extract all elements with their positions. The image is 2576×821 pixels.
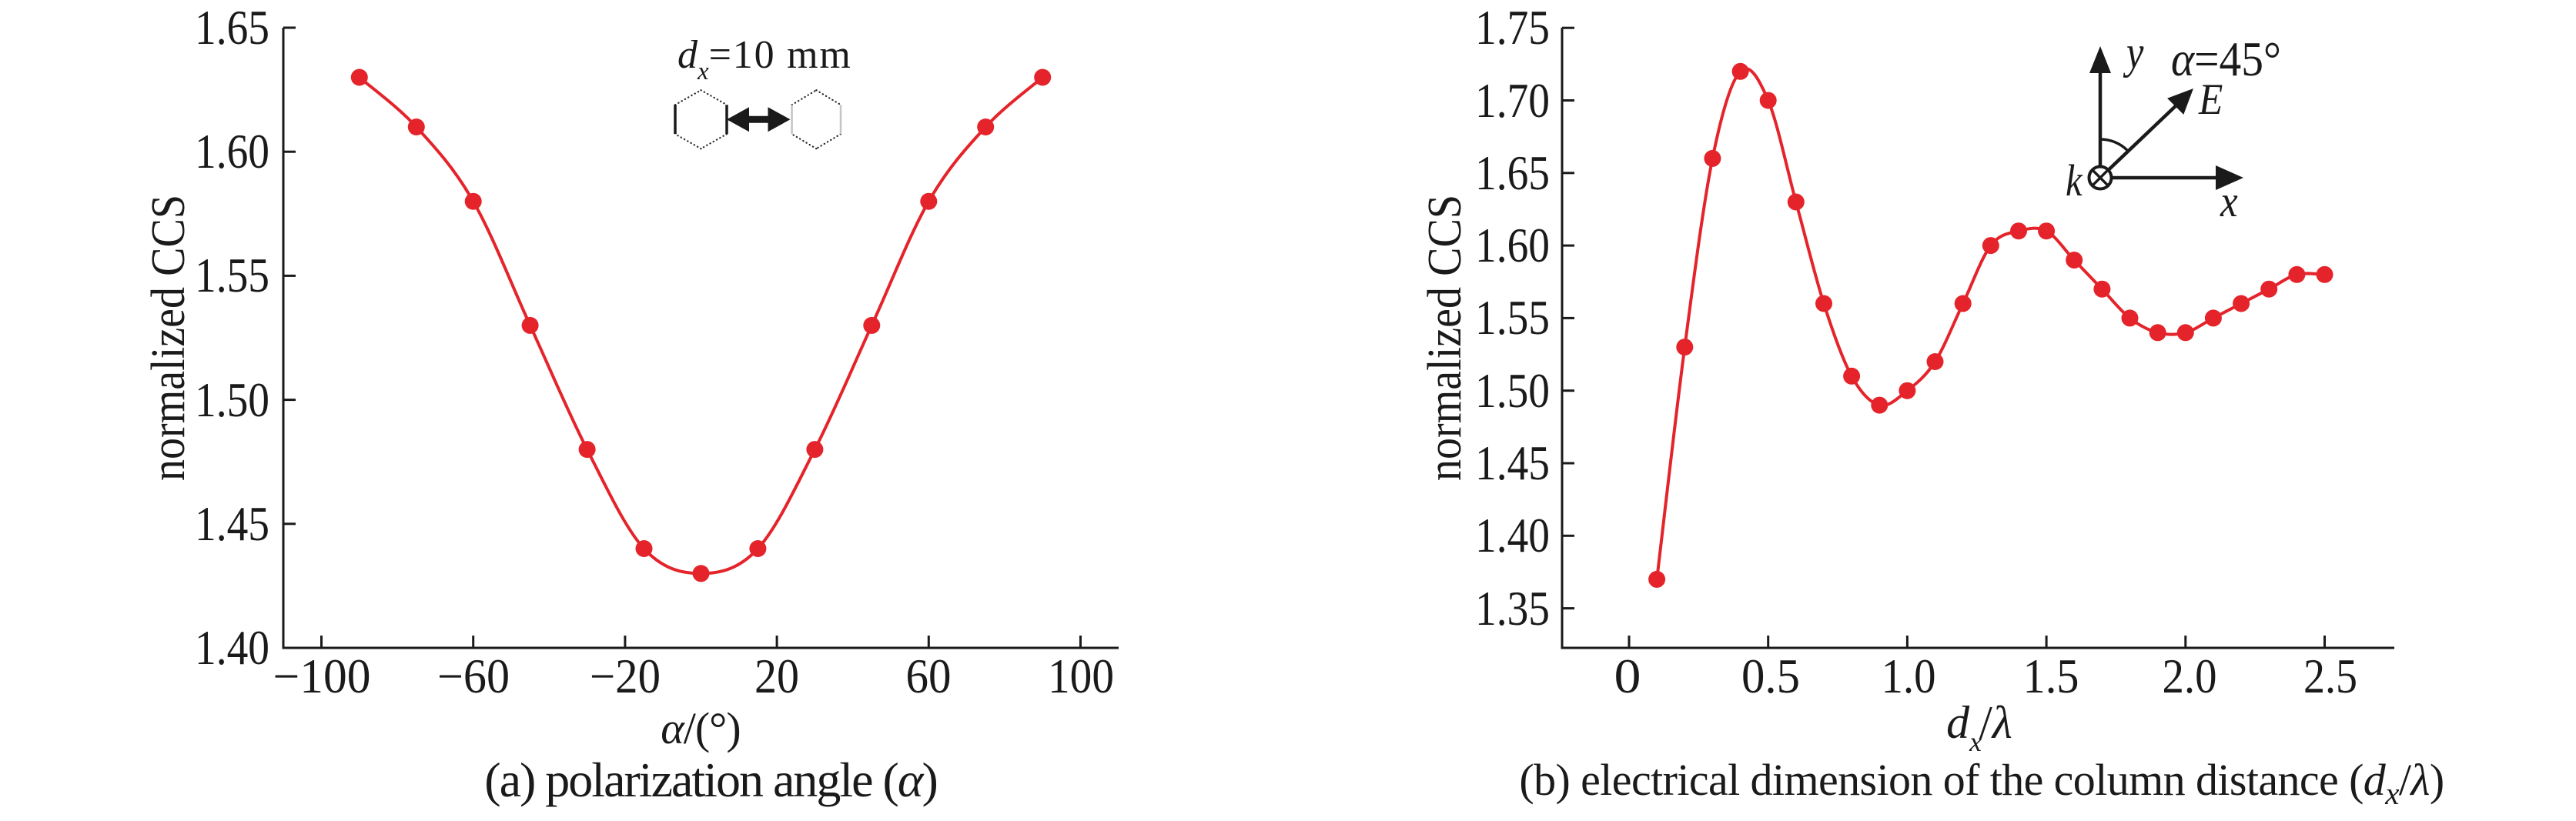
svg-text:(b) electrical dimension of th: (b) electrical dimension of the column d… [1519, 755, 2444, 811]
svg-text:1.65: 1.65 [195, 1, 269, 55]
svg-text:1.0: 1.0 [1882, 649, 1936, 703]
svg-text:y: y [2123, 27, 2143, 78]
svg-text:60: 60 [906, 649, 952, 703]
svg-text:1.45: 1.45 [1475, 436, 1550, 490]
svg-text:α/(°): α/(°) [661, 703, 740, 753]
svg-text:1.65: 1.65 [1475, 146, 1550, 200]
svg-text:normalized CCS: normalized CCS [142, 195, 195, 481]
svg-text:2.5: 2.5 [2303, 649, 2357, 703]
svg-text:dx=10 mm: dx=10 mm [677, 33, 852, 85]
svg-text:−60: −60 [437, 649, 510, 703]
svg-text:1.60: 1.60 [195, 125, 269, 179]
svg-text:1.50: 1.50 [195, 373, 269, 427]
svg-text:(a) polarization angle (α): (a) polarization angle (α) [484, 753, 937, 807]
svg-text:1.55: 1.55 [1475, 291, 1550, 345]
svg-text:dx/λ: dx/λ [1946, 697, 2012, 757]
svg-text:x: x [2220, 176, 2238, 226]
svg-text:2.0: 2.0 [2163, 649, 2217, 703]
svg-text:k: k [2066, 155, 2083, 205]
svg-text:1.35: 1.35 [1475, 582, 1550, 636]
svg-text:1.55: 1.55 [195, 249, 269, 302]
svg-text:−20: −20 [590, 649, 661, 703]
svg-text:0.5: 0.5 [1741, 649, 1800, 703]
svg-text:1.40: 1.40 [1475, 509, 1550, 562]
svg-text:1.5: 1.5 [2023, 649, 2079, 703]
svg-text:−100: −100 [273, 649, 371, 703]
svg-text:1.40: 1.40 [195, 621, 269, 675]
svg-text:0: 0 [1614, 649, 1641, 703]
svg-text:20: 20 [754, 649, 799, 703]
svg-text:1.45: 1.45 [195, 497, 269, 551]
svg-text:α=45°: α=45° [2171, 32, 2281, 86]
svg-text:1.75: 1.75 [1475, 1, 1550, 55]
svg-text:normalized CCS: normalized CCS [1419, 195, 1471, 481]
svg-text:1.50: 1.50 [1475, 364, 1550, 418]
svg-text:1.60: 1.60 [1475, 219, 1550, 272]
svg-text:E: E [2198, 75, 2223, 124]
svg-text:100: 100 [1048, 649, 1114, 703]
svg-text:1.70: 1.70 [1475, 74, 1550, 128]
